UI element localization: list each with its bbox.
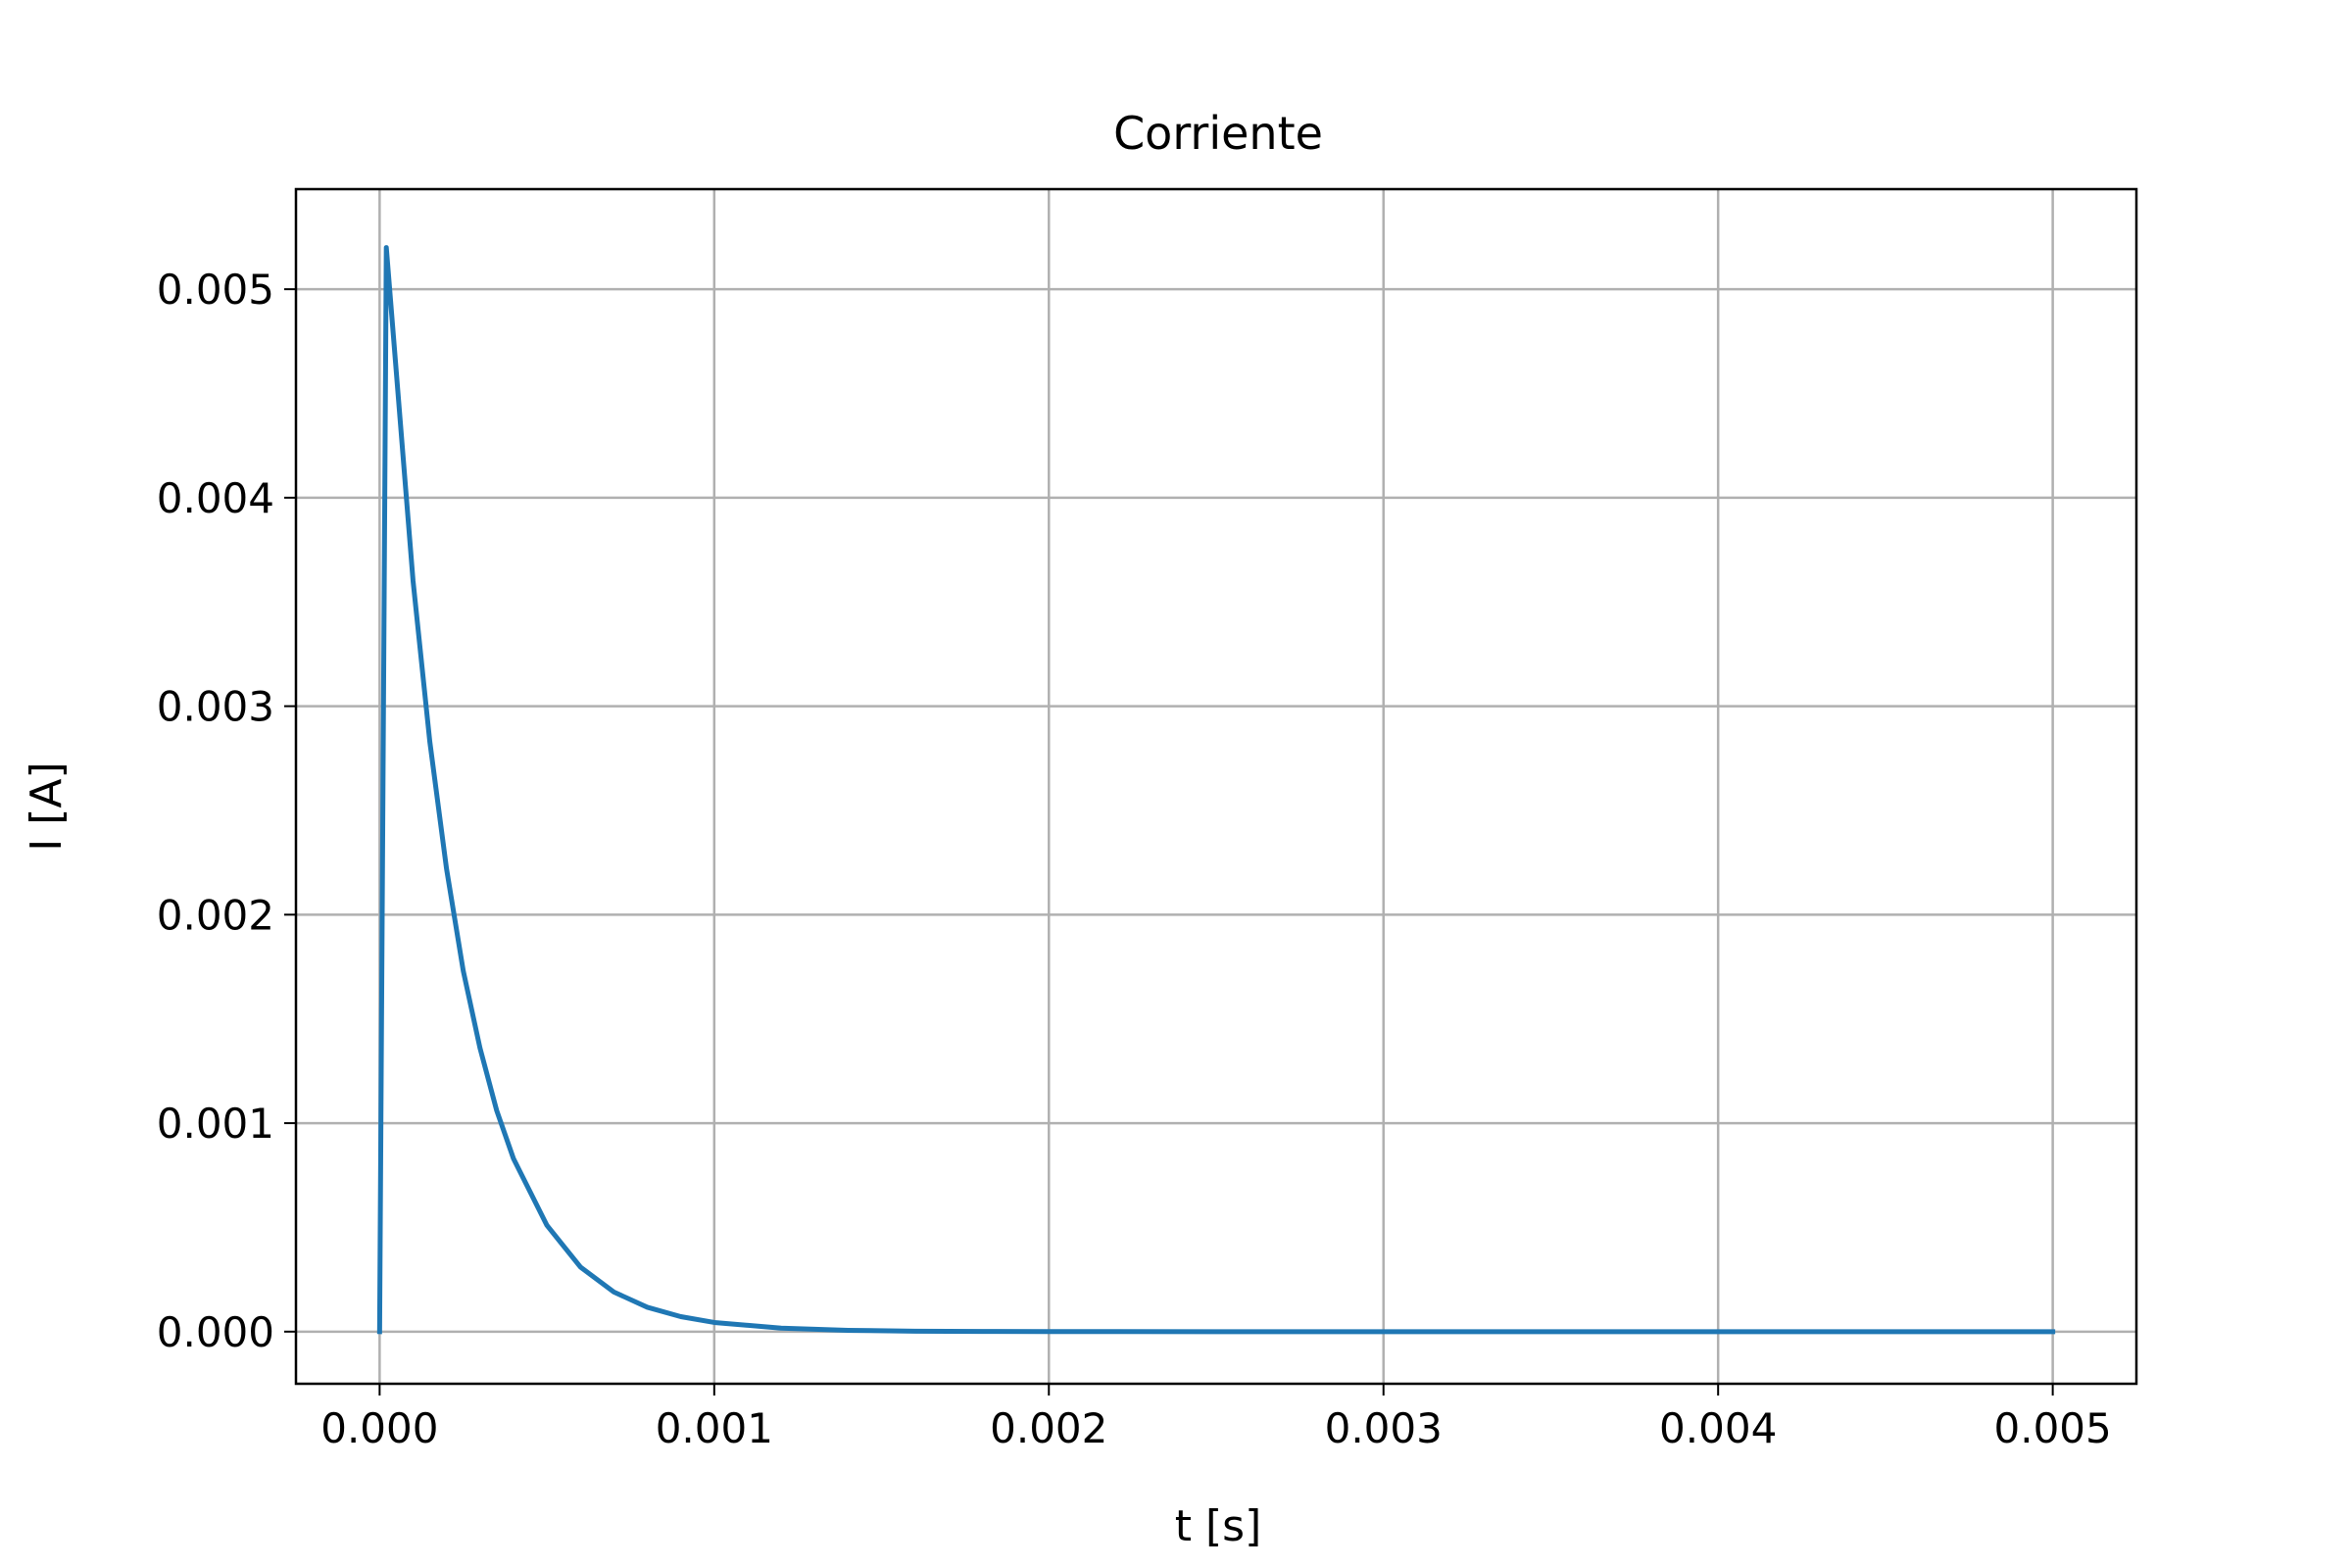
chart-title: Corriente <box>1113 107 1323 160</box>
series-line <box>376 245 2056 1335</box>
x-tick-label: 0.005 <box>1994 1404 2112 1452</box>
y-tick-label: 0.000 <box>157 1308 274 1356</box>
x-axis-label: t [s] <box>1175 1501 1262 1551</box>
x-tick-label: 0.004 <box>1659 1404 1777 1452</box>
x-tick-label: 0.000 <box>320 1404 438 1452</box>
y-axis-label: I [A] <box>22 761 72 851</box>
y-tick-label: 0.005 <box>157 266 274 314</box>
plot-frame <box>294 187 2138 1386</box>
x-tick-label: 0.001 <box>656 1404 773 1452</box>
y-tick-label: 0.004 <box>157 474 274 522</box>
y-tick-label: 0.002 <box>157 891 274 939</box>
x-tick-label: 0.003 <box>1325 1404 1443 1452</box>
y-tick-label: 0.003 <box>157 683 274 731</box>
grid-layer <box>296 189 2136 1384</box>
series-layer <box>376 245 2056 1335</box>
y-tick-label: 0.001 <box>157 1100 274 1148</box>
x-tick-label: 0.002 <box>990 1404 1107 1452</box>
tick-layer: 0.000 0.001 0.002 0.003 0.004 0.005 0.000 0.001… <box>157 266 2112 1452</box>
